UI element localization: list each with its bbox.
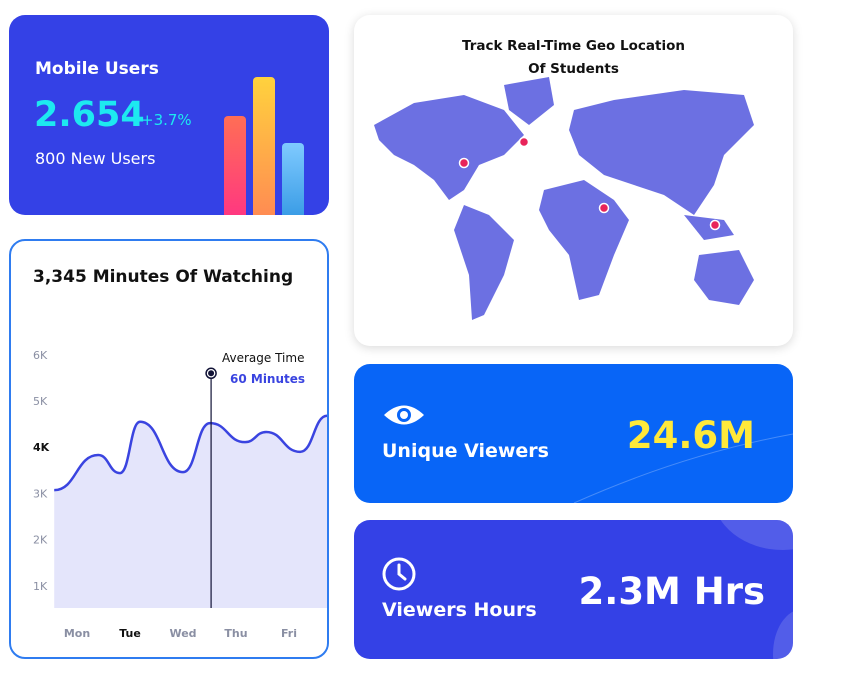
viewers-hours-label: Viewers Hours bbox=[382, 599, 537, 621]
average-marker bbox=[208, 370, 215, 377]
area-fill bbox=[54, 415, 327, 608]
mobile-users-card: Mobile Users 2.654 +3.7% 800 New Users bbox=[9, 15, 329, 215]
location-marker[interactable] bbox=[458, 157, 470, 169]
x-tick-label: Tue bbox=[119, 627, 141, 640]
unique-viewers-label: Unique Viewers bbox=[382, 440, 549, 462]
new-users-count: 800 New Users bbox=[35, 149, 156, 168]
x-tick-label: Thu bbox=[224, 627, 247, 640]
geo-map-card: Track Real-Time Geo Location Of Students bbox=[354, 15, 793, 346]
unique-viewers-card: Unique Viewers 24.6M bbox=[354, 364, 793, 503]
mobile-users-value: 2.654 bbox=[34, 95, 145, 135]
clock-icon bbox=[382, 557, 416, 591]
indonesia bbox=[684, 215, 734, 240]
y-tick-label: 2K bbox=[33, 534, 48, 547]
y-tick-label: 4K bbox=[33, 441, 50, 454]
mobile-users-title: Mobile Users bbox=[35, 59, 159, 79]
annotation-value: 60 Minutes bbox=[230, 372, 306, 386]
mobile-users-change: +3.7% bbox=[141, 111, 192, 129]
annotation-label: Average Time bbox=[222, 351, 305, 365]
world-map[interactable] bbox=[354, 15, 793, 346]
location-marker[interactable] bbox=[518, 136, 530, 148]
eurasia bbox=[569, 90, 754, 215]
y-tick-label: 3K bbox=[33, 487, 48, 500]
watching-card: 3,345 Minutes Of Watching 1K 2K 3K 4K 5K 6K Mo… bbox=[9, 239, 329, 659]
viewers-hours-value: 2.3M Hrs bbox=[578, 570, 765, 613]
decor-curve bbox=[573, 433, 793, 503]
decor-circle bbox=[773, 609, 793, 659]
watching-chart: 1K 2K 3K 4K 5K 6K Mon Tue Wed Thu Fri bbox=[33, 349, 327, 640]
y-tick-label: 6K bbox=[33, 349, 48, 362]
x-tick-label: Wed bbox=[169, 627, 196, 640]
north-america bbox=[374, 95, 524, 200]
decor-bar-blue bbox=[282, 143, 304, 215]
decor-circle bbox=[713, 520, 793, 550]
location-marker[interactable] bbox=[598, 202, 610, 214]
watching-title: 3,345 Minutes Of Watching bbox=[33, 267, 294, 287]
map-title: Track Real-Time Geo Location Of Students bbox=[354, 35, 793, 81]
eye-icon bbox=[384, 405, 424, 425]
australia bbox=[694, 250, 754, 305]
y-tick-label: 1K bbox=[33, 580, 48, 593]
map-title-line1: Track Real-Time Geo Location bbox=[461, 38, 685, 54]
viewers-hours-card: Viewers Hours 2.3M Hrs bbox=[354, 520, 793, 659]
decor-bar-yellow bbox=[253, 77, 275, 215]
map-title-line2: Of Students bbox=[528, 61, 619, 77]
decor-bar-red bbox=[224, 116, 246, 215]
greenland bbox=[504, 77, 554, 125]
series-line bbox=[54, 414, 327, 492]
south-america bbox=[454, 205, 514, 320]
y-tick-label: 5K bbox=[33, 395, 48, 408]
location-marker[interactable] bbox=[709, 219, 721, 231]
x-tick-label: Fri bbox=[281, 627, 297, 640]
africa bbox=[539, 180, 629, 300]
unique-viewers-value: 24.6M bbox=[626, 414, 755, 457]
x-tick-label: Mon bbox=[64, 627, 90, 640]
